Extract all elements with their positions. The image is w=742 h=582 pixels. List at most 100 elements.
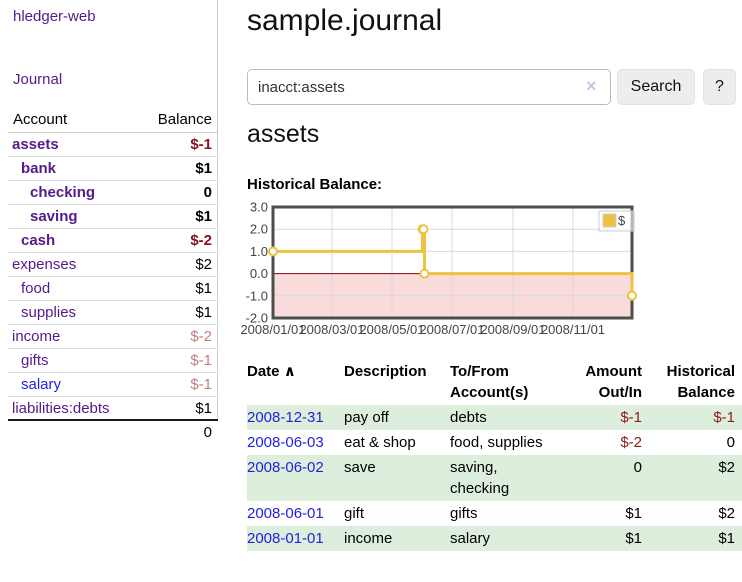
sidebar-account-link[interactable]: salary [21,376,62,393]
accounts-total-row: 0 [8,421,218,445]
register-amount: $-1 [620,409,642,426]
register-date-link[interactable]: 2008-01-01 [247,530,324,547]
y-axis-tick-label: -2.0 [246,311,268,326]
register-accounts: salary [450,530,491,547]
app-title-link[interactable]: hledger-web [13,8,96,25]
sidebar-account-link[interactable]: gifts [21,352,49,369]
sidebar-account-link[interactable]: income [12,328,61,345]
x-axis-tick-label: 2008/03/01 [299,322,364,337]
account-balance: $1 [195,208,212,225]
account-balance: $-2 [190,232,212,249]
account-balance: $1 [195,160,212,177]
search-input[interactable] [247,69,611,105]
account-balance: $2 [195,256,212,273]
register-table: Date ∧ Description To/From Account(s) Am… [247,361,742,551]
help-button[interactable]: ? [703,69,736,105]
sidebar-account-row-salary: salary $-1 [8,373,218,397]
col-header-tofrom-line1: To/From [450,363,509,380]
register-accounts: debts [450,409,487,426]
y-axis-tick-label: 2.0 [250,222,268,237]
accounts-header-balance: Balance [157,111,212,128]
register-date-link[interactable]: 2008-06-02 [247,459,324,476]
sidebar-account-link[interactable]: liabilities:debts [12,400,110,417]
sidebar-account-row-cash: cash $-2 [8,229,218,253]
y-axis-tick-label: -1.0 [246,288,268,303]
accounts-total-spacer [8,421,146,445]
sidebar-account-row-food: food $1 [8,277,218,301]
accounts-header-account: Account [13,111,68,128]
col-header-amount-line2: Out/In [598,384,642,401]
y-axis-tick-label: 0.0 [250,266,268,281]
register-balance: $2 [718,459,735,476]
sidebar-account-link[interactable]: food [21,280,51,297]
account-balance: $1 [195,280,212,297]
register-header-row: Date ∧ Description To/From Account(s) Am… [247,361,742,405]
register-description: save [344,459,376,476]
y-axis-tick-label: 1.0 [250,244,268,259]
col-header-date[interactable]: Date ∧ [247,361,344,405]
sidebar-account-row-income: income $-2 [8,325,218,349]
sidebar-account-link[interactable]: expenses [12,256,77,273]
account-balance: 0 [203,184,212,201]
col-header-balance-line1: Historical [666,363,735,380]
col-header-balance: Historical Balance [644,361,742,405]
sidebar-account-link[interactable]: checking [30,184,96,201]
sidebar-account-link[interactable]: supplies [21,304,77,321]
accounts-table-header: Account Balance [8,108,218,133]
x-axis-tick-label: 2008/09/01 [480,322,545,337]
account-balance: $-2 [190,328,212,345]
chart-legend-label: $ [618,213,626,228]
page-title: sample.journal [247,4,443,37]
account-balance: $1 [195,400,212,417]
data-point-marker [419,268,430,279]
chart-title: Historical Balance: [247,176,383,193]
register-date-link[interactable]: 2008-06-03 [247,434,324,451]
sidebar-account-link[interactable]: assets [12,136,59,153]
sidebar-account-link[interactable]: saving [30,208,78,225]
register-balance: 0 [726,434,735,451]
sidebar-divider [217,0,218,421]
sidebar-item-journal[interactable]: Journal [13,71,63,88]
register-row: 2008-06-01 gift gifts $1 $2 [247,501,742,526]
register-amount: 0 [633,459,642,476]
sidebar-account-row-gifts: gifts $-1 [8,349,218,373]
sidebar-account-row-bank: bank $1 [8,157,218,181]
accounts-total-balance: 0 [203,424,212,441]
register-balance: $2 [718,505,735,522]
clear-search-icon[interactable]: × [586,76,597,96]
sidebar-account-link[interactable]: bank [21,160,57,177]
col-header-amount-line1: Amount [585,363,642,380]
col-header-amount: Amount Out/In [565,361,644,405]
register-amount: $-2 [620,434,642,451]
register-accounts: saving, checking [450,459,510,497]
register-description: pay off [344,409,389,426]
register-date-link[interactable]: 2008-06-01 [247,505,324,522]
account-balance: $-1 [190,352,212,369]
sidebar-account-row-checking: checking 0 [8,181,218,205]
data-point-marker [627,290,637,301]
register-row: 2008-01-01 income salary $1 $1 [247,526,742,551]
x-axis-tick-label: 2008/07/01 [419,322,484,337]
sort-ascending-icon: ∧ [283,363,296,380]
x-axis-tick-label: 2008/01/01 [240,322,305,337]
register-amount: $1 [625,505,642,522]
search-button[interactable]: Search [617,69,695,105]
register-accounts: gifts [450,505,478,522]
account-balance: $-1 [190,376,212,393]
col-header-tofrom-line2: Account(s) [450,384,529,401]
legend-swatch-icon [602,213,617,228]
sidebar-account-link[interactable]: cash [21,232,56,249]
sidebar-account-row-saving: saving $1 [8,205,218,229]
col-header-date-label: Date [247,363,280,380]
col-header-description: Description [344,363,427,380]
register-description: eat & shop [344,434,416,451]
account-balance: $-1 [190,136,212,153]
account-heading: assets [247,120,320,148]
register-row: 2008-12-31 pay off debts $-1 $-1 [247,405,742,430]
search-form: × Search ? [247,69,742,105]
plot-border [271,205,634,320]
register-date-link[interactable]: 2008-12-31 [247,409,324,426]
sidebar-account-row-assets: assets $-1 [8,133,218,157]
register-balance: $-1 [713,409,735,426]
